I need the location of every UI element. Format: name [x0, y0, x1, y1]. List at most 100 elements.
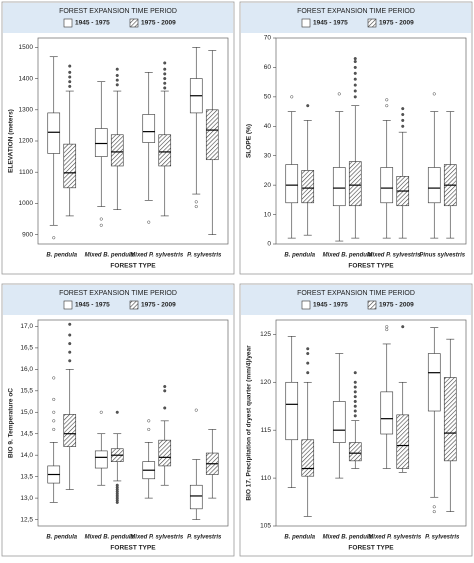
outlier — [353, 89, 357, 93]
x-axis-label: FOREST TYPE — [110, 263, 156, 270]
x-tick-label: Mixed B. pendula — [85, 253, 135, 259]
box — [443, 377, 457, 462]
legend-label: 1975 - 2009 — [379, 20, 414, 27]
y-axis-label: SLOPE (%) — [246, 124, 253, 158]
legend-title: FOREST EXPANSION TIME PERIOD — [297, 290, 415, 297]
panel — [1, 283, 235, 557]
x-tick-label: Mixed B. pendula — [323, 535, 373, 541]
outlier — [353, 404, 357, 408]
box — [348, 161, 362, 207]
legend-swatch — [129, 18, 139, 28]
outlier — [385, 328, 389, 332]
outlier — [337, 92, 341, 96]
box — [380, 167, 394, 204]
outlier — [290, 95, 294, 99]
legend-band — [241, 285, 471, 315]
outlier — [115, 410, 119, 414]
y-tick-label: 12,5 — [20, 516, 33, 523]
outlier — [68, 322, 72, 326]
x-tick-label: Pinus sylvestris — [419, 253, 465, 259]
outlier — [353, 414, 357, 418]
outlier — [401, 325, 405, 329]
box — [205, 109, 219, 161]
box — [94, 128, 108, 157]
x-axis-label: FOREST TYPE — [110, 545, 156, 552]
y-tick-label: 1400 — [19, 75, 34, 82]
y-tick-label: 1200 — [19, 138, 34, 145]
box — [158, 439, 172, 467]
box — [63, 414, 77, 447]
outlier — [52, 376, 56, 380]
y-tick-label: 40 — [264, 123, 272, 130]
x-tick-label: P. sylvestris — [187, 253, 222, 259]
plot-area — [275, 319, 467, 527]
legend-swatch — [129, 300, 139, 310]
outlier — [353, 399, 357, 403]
box — [189, 484, 203, 510]
outlier — [353, 83, 357, 87]
y-tick-label: 17,0 — [20, 323, 33, 330]
y-tick-label: 15,5 — [20, 388, 33, 395]
box — [110, 134, 124, 167]
outlier — [385, 98, 389, 102]
legend-band — [3, 3, 233, 33]
y-tick-label: 1100 — [19, 169, 33, 176]
box — [301, 439, 315, 477]
x-tick-label: Mixed P. sylvestris — [368, 535, 422, 541]
y-tick-label: 16,0 — [20, 366, 33, 373]
outlier — [68, 70, 72, 74]
outlier — [115, 83, 119, 87]
legend-label: 1945 - 1975 — [75, 302, 110, 309]
box — [301, 170, 315, 204]
outlier — [194, 408, 198, 412]
box — [348, 442, 362, 462]
outlier — [115, 67, 119, 71]
y-tick-label: 70 — [264, 35, 272, 42]
legend-title: FOREST EXPANSION TIME PERIOD — [297, 8, 415, 15]
outlier — [115, 78, 119, 82]
outlier — [353, 59, 357, 64]
outlier — [68, 350, 72, 354]
y-tick-label: 13,0 — [20, 495, 33, 502]
outlier — [163, 406, 167, 410]
x-tick-label: B. pendula — [46, 253, 77, 259]
outlier — [147, 419, 151, 423]
outlier — [194, 200, 198, 204]
outlier — [68, 80, 72, 84]
outlier — [163, 77, 167, 81]
x-tick-label: B. pendula — [284, 535, 315, 541]
outlier — [52, 410, 56, 414]
legend-swatch — [301, 300, 311, 310]
outlier — [194, 204, 198, 209]
legend-label: 1975 - 2009 — [141, 20, 176, 27]
outlier — [68, 342, 72, 346]
x-axis-label: FOREST TYPE — [348, 263, 394, 270]
outlier — [68, 64, 72, 68]
outlier — [147, 220, 151, 224]
outlier — [432, 510, 436, 514]
outlier — [353, 390, 357, 394]
legend-band — [241, 3, 471, 33]
box — [142, 114, 156, 143]
legend-swatch — [367, 18, 377, 28]
outlier — [353, 65, 357, 69]
x-tick-label: Mixed P. sylvestris — [130, 535, 184, 541]
y-axis-label: BIO 17. Precipitation of dryest quarter … — [246, 345, 253, 501]
outlier — [68, 75, 72, 79]
outlier — [147, 427, 151, 431]
box — [285, 164, 299, 204]
y-tick-label: 900 — [22, 231, 33, 238]
outlier — [52, 419, 56, 423]
box — [47, 112, 61, 154]
outlier — [163, 81, 167, 85]
outlier — [52, 236, 56, 240]
legend-label: 1975 - 2009 — [379, 302, 414, 309]
outlier — [401, 112, 405, 117]
outlier — [163, 61, 167, 65]
outlier — [353, 371, 357, 375]
legend-label: 1945 - 1975 — [313, 20, 348, 27]
outlier — [163, 67, 167, 71]
outlier — [306, 104, 310, 108]
y-tick-label: 50 — [264, 94, 272, 101]
